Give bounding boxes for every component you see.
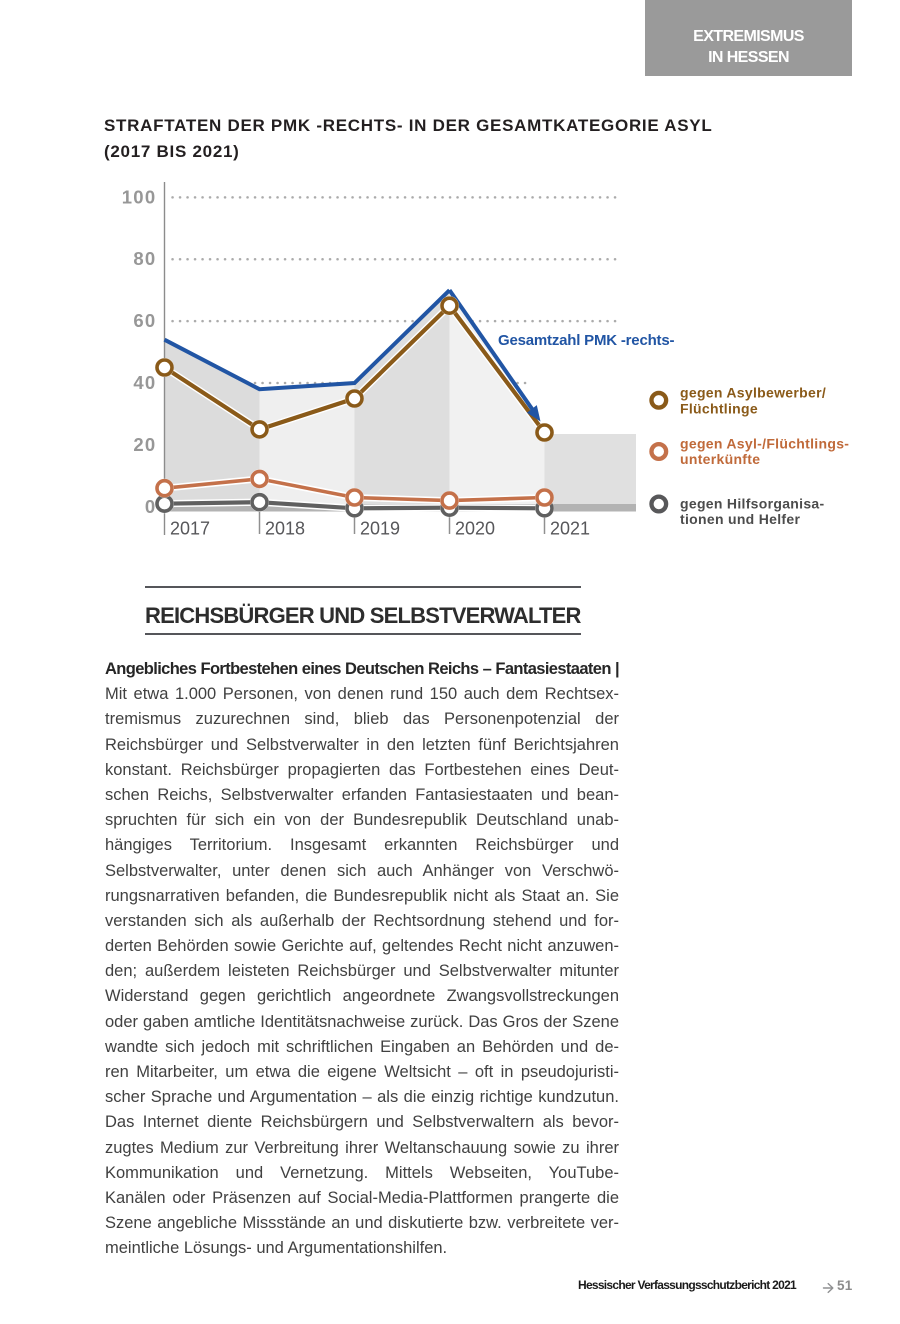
svg-text:2021: 2021 bbox=[550, 519, 590, 539]
svg-text:2019: 2019 bbox=[360, 519, 400, 539]
svg-text:unterkünfte: unterkünfte bbox=[680, 451, 760, 467]
svg-text:2017: 2017 bbox=[170, 519, 210, 539]
svg-text:gegen Hilfsorganisa-: gegen Hilfsorganisa- bbox=[680, 496, 825, 512]
svg-text:100: 100 bbox=[122, 186, 157, 207]
svg-text:2020: 2020 bbox=[455, 519, 495, 539]
svg-text:80: 80 bbox=[133, 248, 156, 269]
svg-text:60: 60 bbox=[133, 310, 156, 331]
svg-text:gegen Asylbewerber/: gegen Asylbewerber/ bbox=[680, 385, 826, 401]
svg-text:0: 0 bbox=[145, 496, 157, 517]
svg-text:Flüchtlinge: Flüchtlinge bbox=[680, 400, 758, 416]
svg-text:2018: 2018 bbox=[265, 519, 305, 539]
svg-text:tionen und Helfer: tionen und Helfer bbox=[680, 511, 800, 527]
svg-text:40: 40 bbox=[133, 372, 156, 393]
svg-text:Gesamtzahl PMK -rechts-: Gesamtzahl PMK -rechts- bbox=[498, 332, 674, 349]
svg-text:gegen Asyl-/Flüchtlings-: gegen Asyl-/Flüchtlings- bbox=[680, 436, 849, 452]
svg-text:20: 20 bbox=[133, 434, 156, 455]
